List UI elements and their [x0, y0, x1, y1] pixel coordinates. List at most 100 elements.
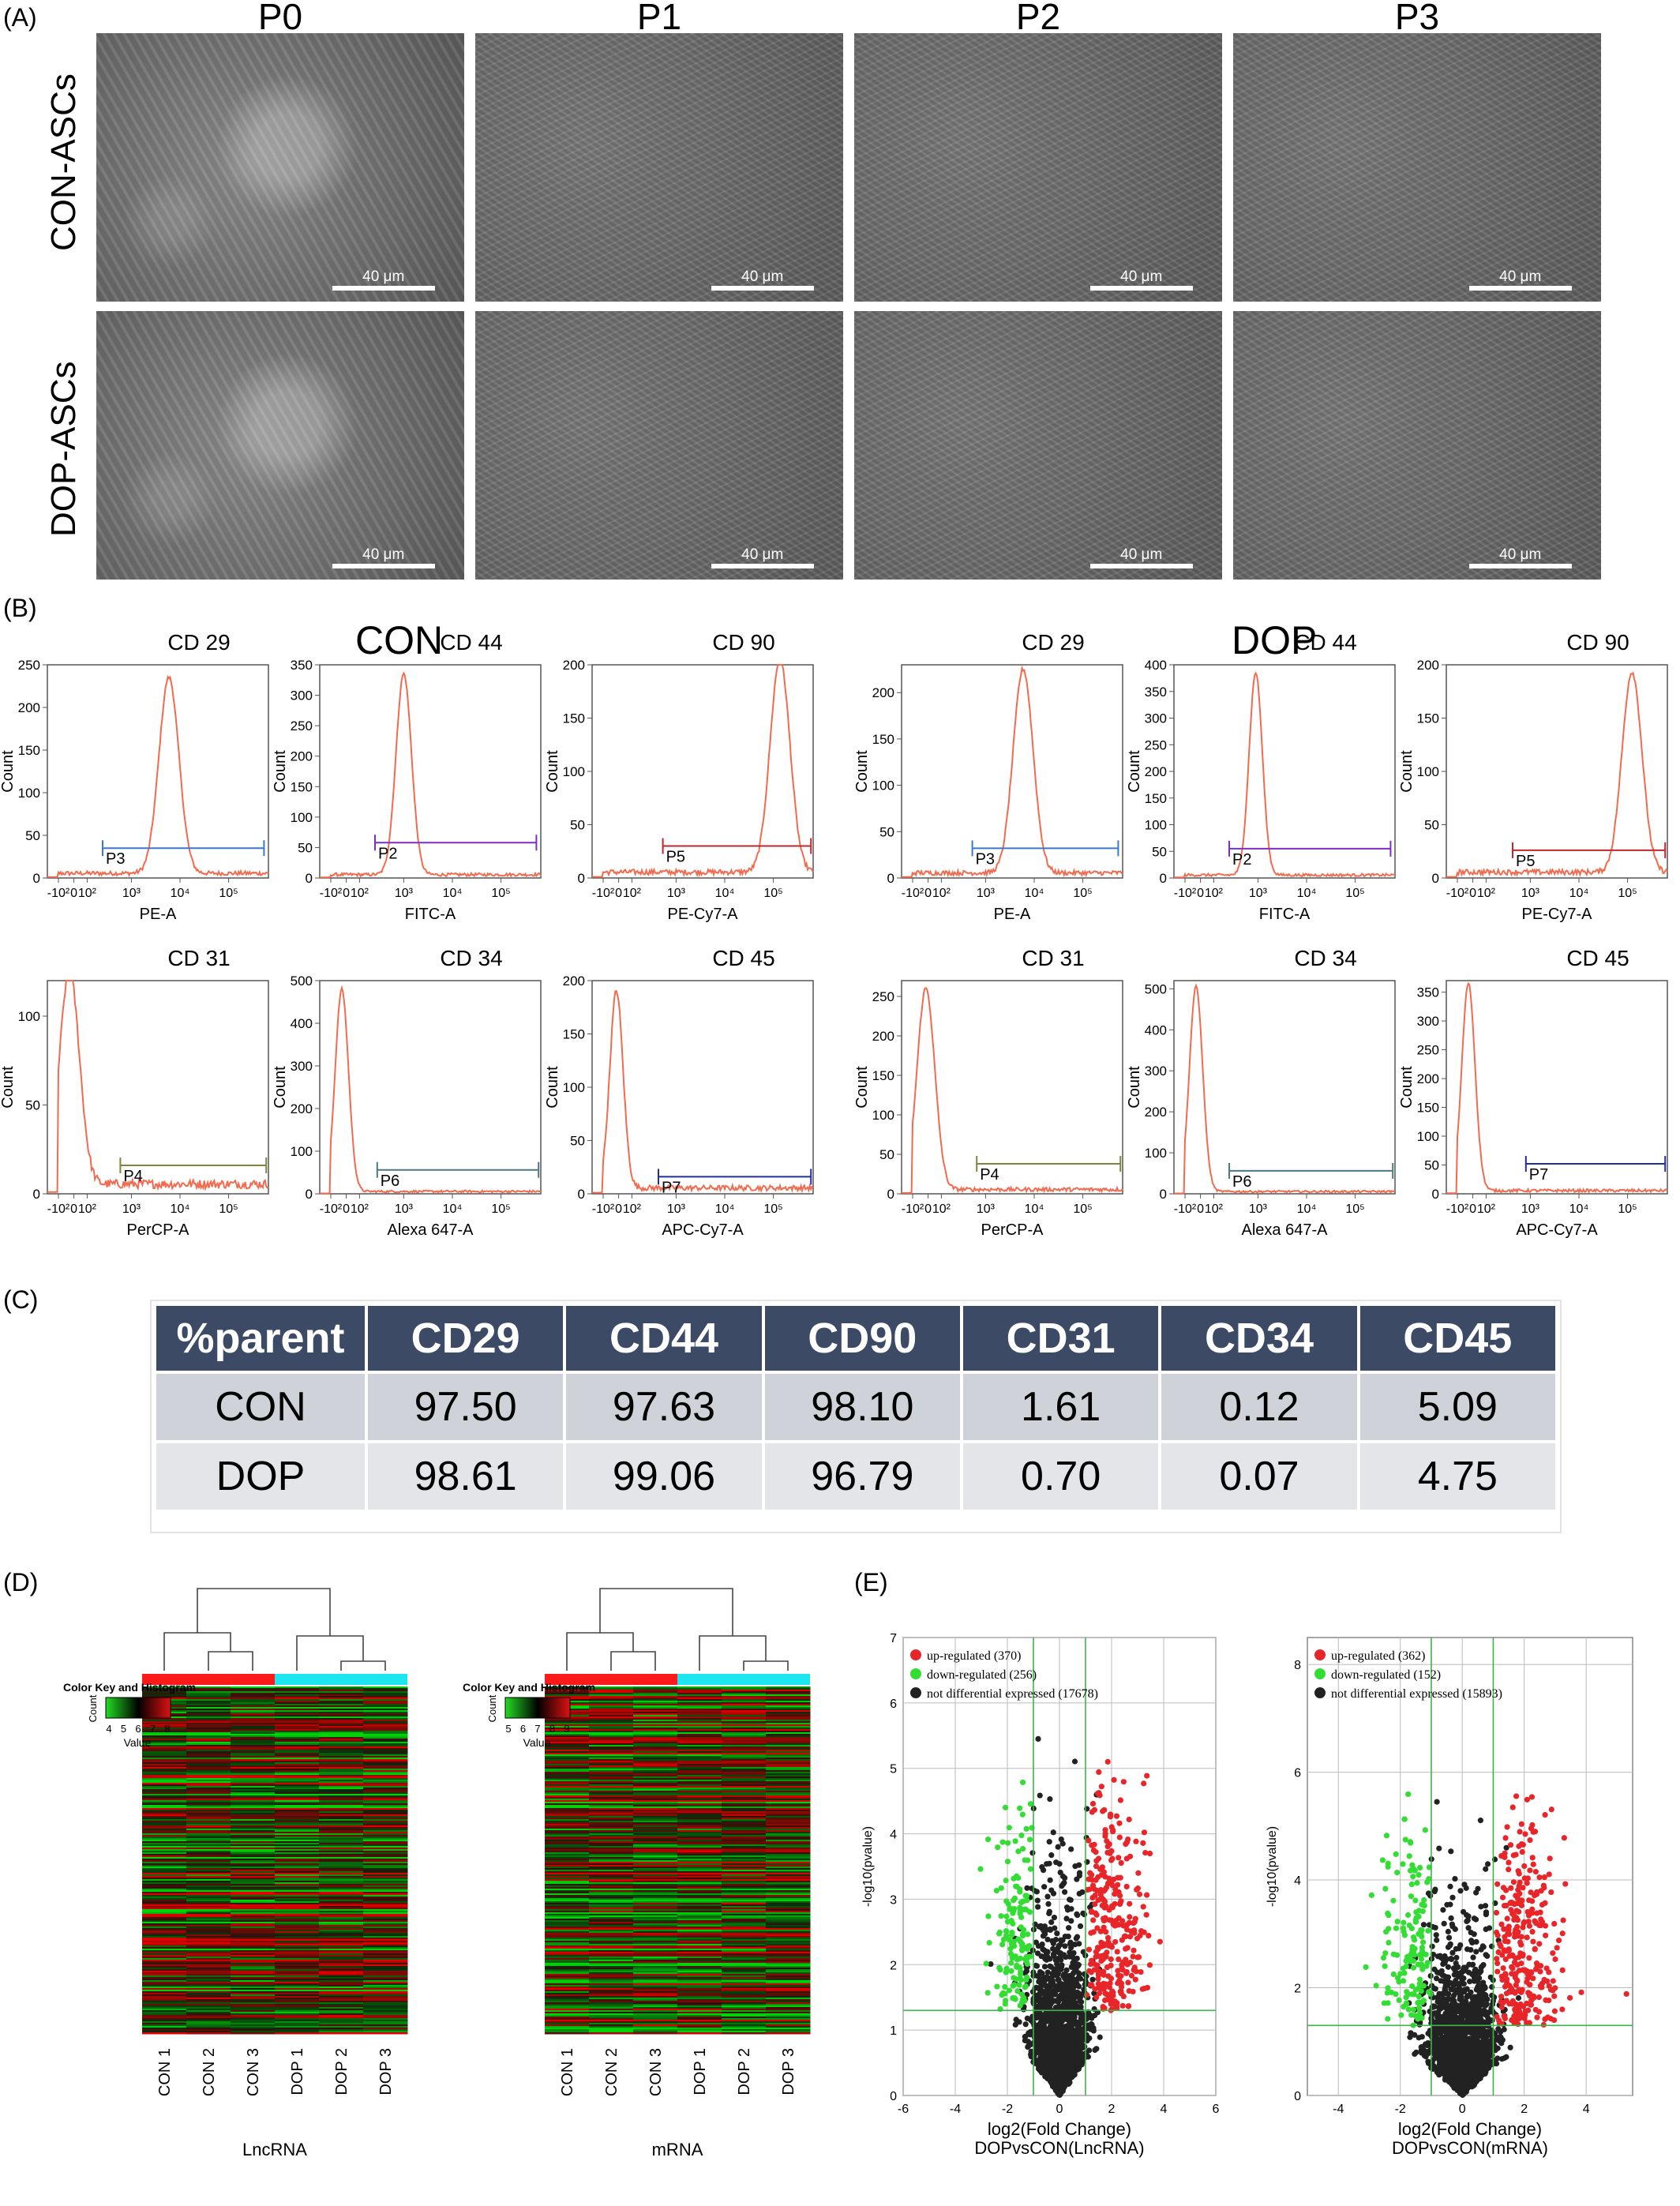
point-not-differential	[1069, 2012, 1074, 2017]
x-tick-label: -10²	[592, 887, 615, 900]
point-up-regulated	[1120, 2003, 1126, 2009]
x-axis-label: PerCP-A	[981, 1221, 1044, 1239]
point-not-differential	[1092, 2047, 1097, 2053]
point-down-regulated	[1011, 1982, 1017, 1987]
point-up-regulated	[1101, 1969, 1106, 1975]
y-tick-label: 0	[306, 1187, 313, 1202]
y-tick-label: 500	[291, 974, 313, 989]
heatmap-cell	[633, 2032, 678, 2035]
x-tick-label: 0	[70, 1202, 77, 1216]
y-axis-label: Count	[1126, 750, 1143, 793]
point-up-regulated	[1110, 1829, 1116, 1834]
point-not-differential	[1050, 1971, 1056, 1976]
point-up-regulated	[1086, 1947, 1092, 1953]
point-not-differential	[1058, 1870, 1063, 1875]
micrograph-con-ascs-p2: 40 μm	[854, 33, 1222, 302]
point-up-regulated	[1096, 1769, 1101, 1775]
y-tick-label: 0	[578, 871, 585, 886]
point-up-regulated	[1117, 1834, 1123, 1840]
point-down-regulated	[994, 1984, 999, 1990]
heatmap-x-label: LncRNA	[242, 2140, 307, 2159]
y-tick-label: 150	[18, 743, 40, 758]
point-not-differential	[1067, 1941, 1073, 1946]
x-tick-label: 0	[924, 1202, 932, 1216]
point-not-differential	[1079, 1889, 1085, 1895]
y-tick-label: 150	[872, 1068, 894, 1083]
x-tick-label: 10⁵	[1073, 1202, 1092, 1216]
point-not-differential	[1060, 1841, 1066, 1847]
y-tick-label: 50	[25, 1098, 40, 1113]
point-up-regulated	[1126, 2004, 1131, 2009]
point-up-regulated	[1107, 1880, 1112, 1885]
x-tick-label: -2	[1002, 2103, 1013, 2116]
table-cell: 1.61	[963, 1374, 1158, 1440]
x-tick-label: -10²	[1446, 887, 1469, 900]
point-not-differential	[1037, 1792, 1043, 1798]
point-not-differential	[1059, 1883, 1064, 1889]
x-tick-label: 10⁴	[171, 887, 190, 900]
y-tick-label: 400	[1145, 658, 1167, 673]
point-not-differential	[1049, 2028, 1055, 2034]
y-tick-label: 100	[18, 1009, 40, 1024]
x-tick-label: 10⁵	[491, 1202, 510, 1216]
histogram-title: CD 34	[377, 946, 566, 971]
y-axis-label: Count	[1398, 1066, 1416, 1109]
x-tick-label: 10²	[1205, 887, 1224, 900]
point-not-differential	[1076, 1863, 1082, 1868]
heatmap-cell	[319, 2032, 364, 2035]
point-up-regulated	[1127, 1988, 1132, 1994]
point-up-regulated	[1103, 1981, 1108, 1987]
point-not-differential	[1058, 2035, 1063, 2040]
table-header-cell: CD45	[1360, 1306, 1555, 1371]
x-tick-label: 10⁴	[1569, 1202, 1589, 1216]
point-not-differential	[1048, 1919, 1054, 1925]
x-tick-label: -10²	[902, 887, 924, 900]
x-tick-label: 10⁴	[715, 887, 735, 900]
y-tick-label: 100	[1417, 764, 1439, 779]
color-key-tick: 5	[505, 1723, 511, 1735]
x-tick-label: 10³	[122, 887, 141, 900]
point-up-regulated	[1115, 1949, 1120, 1954]
point-up-regulated	[1109, 2006, 1115, 2012]
x-tick-label: 10⁴	[171, 1202, 190, 1216]
point-up-regulated	[1127, 1914, 1132, 1919]
point-not-differential	[1048, 1979, 1053, 1985]
histogram-curve	[320, 988, 541, 1193]
point-up-regulated	[1131, 1930, 1137, 1936]
point-not-differential	[1038, 1923, 1044, 1929]
y-tick-label: 100	[18, 786, 40, 801]
gate-label: P4	[123, 1168, 142, 1185]
x-tick-label: 10⁵	[491, 887, 510, 900]
x-tick-label: 10³	[395, 1202, 414, 1216]
point-not-differential	[1039, 1971, 1044, 1976]
sample-label: DOP 3	[780, 2048, 797, 2095]
y-tick-label: 300	[291, 688, 313, 703]
color-key-title: Color Key and Histogram	[63, 1681, 196, 1694]
histogram-title: CD 90	[1503, 630, 1680, 655]
x-tick-label: 10⁵	[1345, 1202, 1364, 1216]
scale-bar	[1469, 286, 1572, 291]
y-tick-label: 500	[1145, 981, 1167, 996]
point-not-differential	[1054, 1930, 1059, 1936]
point-up-regulated	[1115, 1882, 1120, 1888]
point-up-regulated	[1118, 1797, 1123, 1803]
point-not-differential	[1061, 2006, 1067, 2012]
y-tick-label: 50	[570, 1134, 585, 1149]
y-tick-label: 50	[25, 828, 40, 843]
x-tick-label: 10³	[667, 887, 686, 900]
point-up-regulated	[1103, 1831, 1108, 1836]
x-tick-label: 10³	[395, 887, 414, 900]
point-up-regulated	[1099, 1784, 1104, 1789]
point-not-differential	[1039, 1864, 1044, 1870]
color-key-bar	[505, 1698, 570, 1718]
point-not-differential	[1041, 1884, 1047, 1889]
point-down-regulated	[1001, 1937, 1007, 1942]
point-not-differential	[1041, 2039, 1047, 2045]
histogram-title: CD 44	[377, 630, 566, 655]
point-not-differential	[1077, 1998, 1082, 2004]
x-tick-label: 10⁴	[443, 1202, 463, 1216]
